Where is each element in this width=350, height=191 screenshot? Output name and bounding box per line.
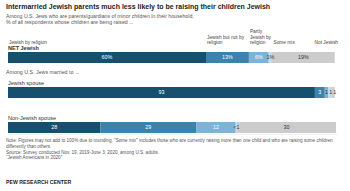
report: “Jewish Americans in 2020” <box>6 155 63 160</box>
texts: Jewish by religionJewish but not byrelig… <box>6 29 338 130</box>
legend-label: Not Jewish <box>315 40 339 45</box>
chart: Intermarried Jewish parents much less li… <box>0 0 350 191</box>
bar-segment <box>100 122 196 133</box>
data-label: 3 <box>318 89 321 95</box>
text-line: Some mix <box>273 40 295 45</box>
legend-label: Some mix <box>273 40 295 45</box>
bar-segment <box>325 87 328 98</box>
data-label: 93 <box>158 89 164 95</box>
title: Intermarried Jewish parents much less li… <box>6 3 270 11</box>
subtitle: % of all respondents whose children are … <box>6 19 133 25</box>
data-label: 12 <box>213 124 219 130</box>
data-label: 19% <box>298 54 309 60</box>
subtitle: Among U.S. Jews who are parents/guardian… <box>6 13 194 19</box>
bar-segment <box>237 122 336 133</box>
data-label: 1 <box>329 89 332 95</box>
text-line: Jewish but not by <box>207 35 245 40</box>
bar-segment <box>8 122 100 133</box>
bar-segment <box>8 52 206 63</box>
text-line: religion <box>207 40 223 45</box>
category-label: Non-Jewish spouse <box>8 115 56 121</box>
text-line: Jewish by <box>250 35 272 40</box>
text-line: Not Jewish <box>315 40 339 45</box>
data-label: 1 <box>325 89 328 95</box>
source: Source: Survey conducted Nov. 19, 2019-J… <box>6 150 159 155</box>
text-line: differently than others. <box>6 144 51 149</box>
text-line: Note: Figures may not add to 100% due to… <box>6 138 333 143</box>
text-line: Partly <box>250 29 263 34</box>
bar-segment <box>315 87 325 98</box>
data-label: 1% <box>266 54 274 60</box>
bar-segment <box>196 122 236 133</box>
data-label: 13% <box>222 54 233 60</box>
text-line: Source: Survey conducted Nov. 19, 2019-J… <box>6 150 159 155</box>
legend-label: PartlyJewish byreligion <box>250 29 272 45</box>
credit: PEW RESEARCH CENTER <box>6 179 71 185</box>
data-label: 6% <box>255 54 263 60</box>
x-axis-line <box>8 134 338 135</box>
bar-segment <box>272 52 335 63</box>
data-label: 28 <box>51 124 57 130</box>
bar-segment <box>328 87 331 98</box>
bar-segment <box>8 87 315 98</box>
text-line: religion <box>250 40 266 45</box>
data-label: 60% <box>102 54 113 60</box>
data-label: 29 <box>145 124 151 130</box>
category-label: Jewish spouse <box>8 80 44 86</box>
data-label: <1 <box>233 124 239 130</box>
data-label: 30 <box>284 124 290 130</box>
note: Note: Figures may not add to 100% due to… <box>6 138 333 149</box>
category-label: NET Jewish <box>8 45 40 51</box>
bar-segment <box>206 52 249 63</box>
bars <box>8 52 336 133</box>
annotation: Among U.S. Jews married to ... <box>6 69 79 75</box>
legend-label: Jewish but not byreligion <box>207 35 245 45</box>
data-label: 1 <box>333 89 336 95</box>
